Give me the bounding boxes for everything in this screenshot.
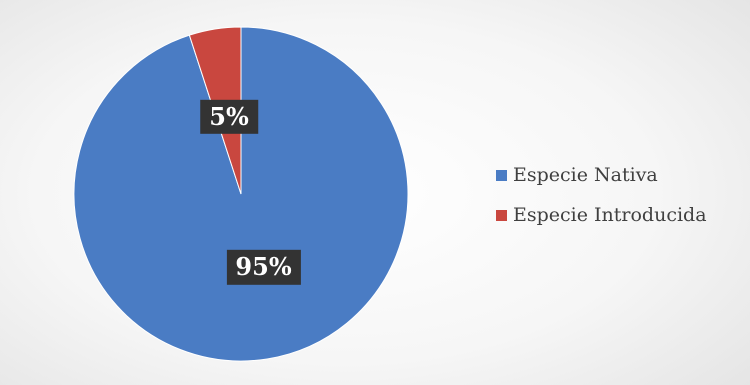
legend-item-especie-nativa: Especie Nativa — [496, 160, 707, 190]
legend-label-especie-nativa: Especie Nativa — [513, 164, 658, 186]
data-label-especie-nativa: 95% — [226, 249, 301, 285]
data-label-especie-introducida: 5% — [200, 99, 258, 135]
legend-swatch-especie-introducida — [496, 209, 507, 221]
legend: Especie Nativa Especie Introducida — [496, 160, 707, 240]
legend-item-especie-introducida: Especie Introducida — [496, 200, 707, 230]
legend-label-especie-introducida: Especie Introducida — [513, 204, 707, 226]
legend-swatch-especie-nativa — [496, 169, 507, 181]
